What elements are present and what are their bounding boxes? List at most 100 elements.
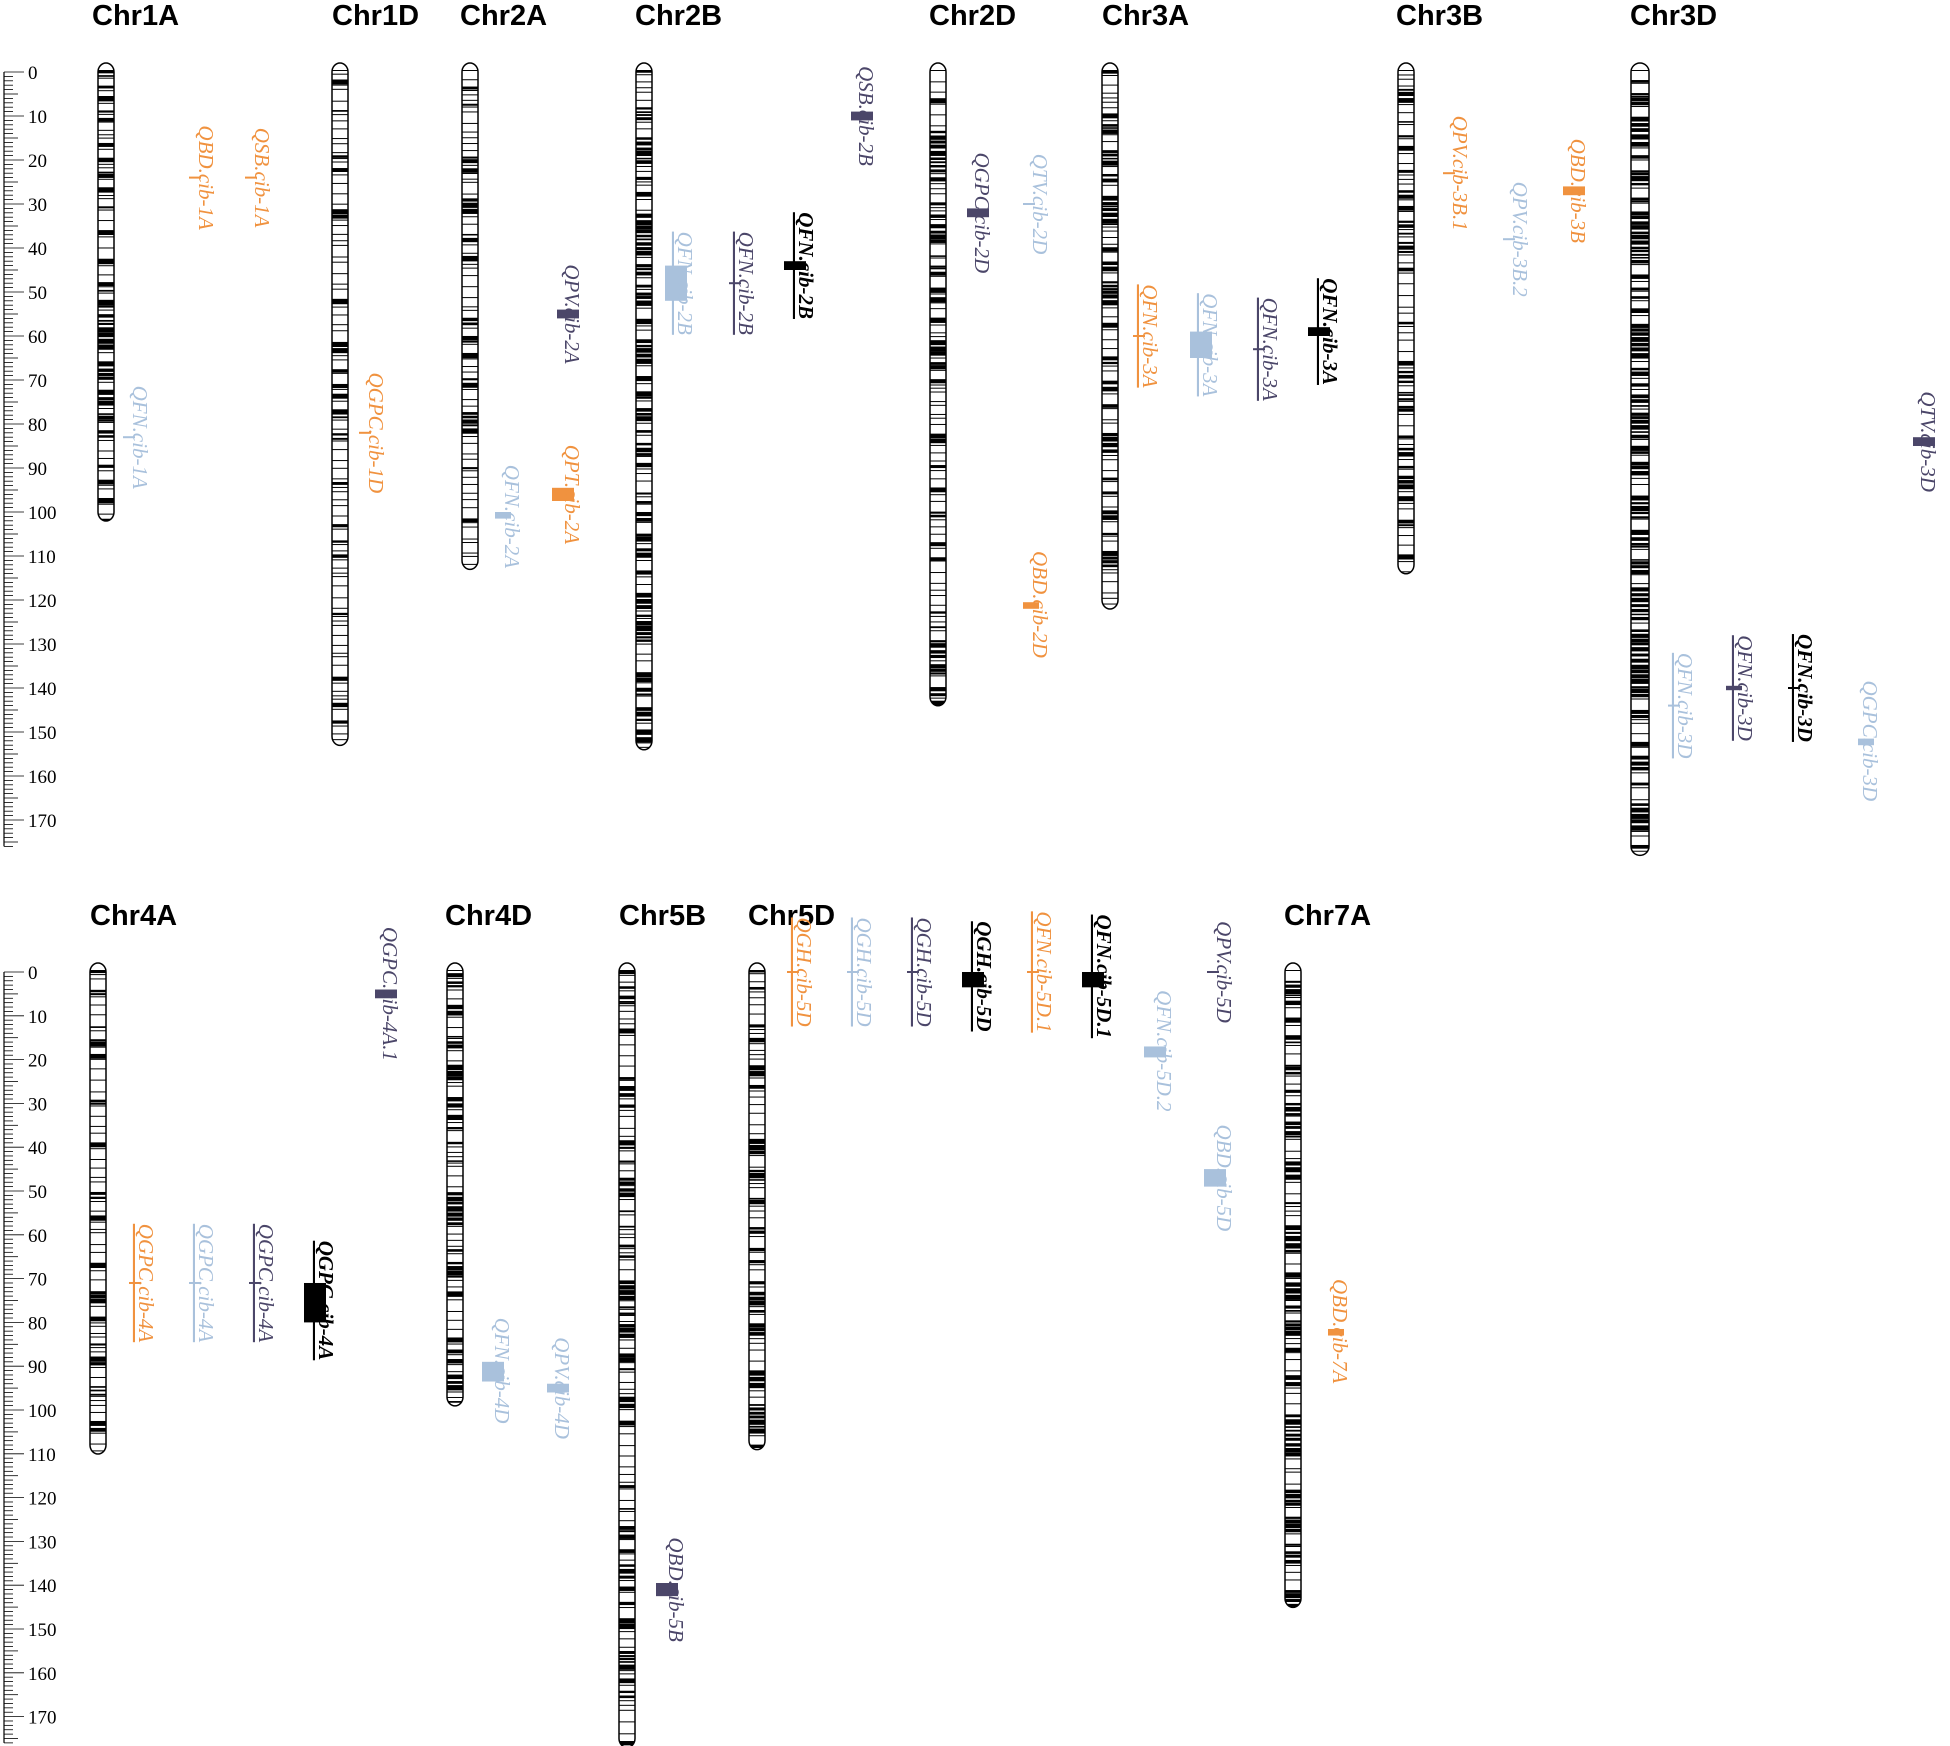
qtl-qgh-cib-5d-orange: QGH.cib-5D	[787, 917, 816, 1027]
marker-band	[1631, 516, 1649, 519]
marker-band	[636, 383, 652, 385]
qtl-label: QFN.cib-3A	[1258, 298, 1282, 401]
marker-band	[98, 142, 114, 147]
marker-band	[1102, 237, 1118, 239]
qtl-label: QTV.cib-3D	[1916, 391, 1940, 492]
marker-band	[636, 496, 652, 498]
marker-band	[462, 94, 478, 96]
qtl-qgpc-cib-4a-purple: QGPC.cib-4A	[249, 1224, 278, 1342]
marker-band	[1102, 261, 1118, 266]
marker-band	[930, 379, 946, 384]
marker-band	[1631, 746, 1649, 748]
marker-band	[636, 543, 652, 545]
marker-band	[98, 513, 114, 515]
marker-band	[447, 1041, 463, 1044]
marker-band	[1285, 1000, 1301, 1006]
marker-band	[1631, 722, 1649, 724]
marker-band	[1285, 1403, 1301, 1405]
marker-band	[1285, 1161, 1301, 1166]
qtl-qpv-cib-2a-purple: QPV.cib-2A	[557, 264, 584, 364]
marker-band	[90, 1298, 106, 1304]
marker-band	[98, 171, 114, 174]
marker-band	[1398, 443, 1414, 445]
marker-band	[636, 722, 652, 724]
marker-band	[98, 413, 114, 415]
marker-band	[930, 514, 946, 518]
scale-tick-label: 60	[28, 327, 47, 348]
marker-band	[749, 1328, 765, 1332]
marker-band	[749, 1183, 765, 1185]
marker-band	[930, 150, 946, 156]
marker-band	[462, 198, 478, 202]
marker-band	[462, 99, 478, 101]
chromosome-name-chr2b: Chr2B	[635, 0, 722, 32]
marker-band	[1631, 693, 1649, 698]
marker-band	[636, 442, 652, 446]
marker-bands	[1102, 70, 1118, 605]
marker-band	[636, 391, 652, 397]
marker-band	[447, 1141, 463, 1145]
qtl-interval-bar	[1563, 186, 1585, 196]
marker-band	[90, 1201, 106, 1203]
marker-band	[1102, 294, 1118, 299]
marker-band	[749, 1260, 765, 1264]
marker-band	[1631, 97, 1649, 102]
marker-band	[447, 1050, 463, 1052]
marker-band	[1631, 315, 1649, 317]
marker-band	[1631, 93, 1649, 96]
marker-band	[1398, 169, 1414, 173]
marker-band	[636, 559, 652, 561]
marker-band	[619, 1684, 635, 1686]
marker-band	[1102, 515, 1118, 520]
chromosome-name-chr3b: Chr3B	[1396, 0, 1483, 32]
marker-band	[1631, 215, 1649, 220]
marker-band	[619, 1248, 635, 1250]
marker-band	[636, 729, 652, 735]
marker-band	[1285, 1347, 1301, 1353]
marker-band	[1398, 452, 1414, 457]
marker-band	[1631, 290, 1649, 292]
marker-band	[636, 229, 652, 234]
qtl-interval-bar	[547, 1383, 569, 1393]
marker-band	[636, 165, 652, 167]
qtl-interval-bar	[1858, 738, 1874, 746]
qtl-qfn-cib-5d-1-black: QFN.cib-5D.1	[1082, 915, 1116, 1038]
marker-band	[749, 1296, 765, 1301]
marker-band	[447, 1286, 463, 1288]
marker-band	[98, 407, 114, 409]
marker-band	[619, 1255, 635, 1258]
marker-band	[90, 1158, 106, 1160]
marker-band	[447, 1217, 463, 1221]
marker-band	[1631, 231, 1649, 235]
marker-band	[1398, 224, 1414, 228]
marker-band	[619, 1539, 635, 1541]
marker-band	[90, 1068, 106, 1070]
marker-band	[1398, 519, 1414, 524]
marker-band	[1398, 194, 1414, 199]
chromosome-outline	[929, 62, 947, 707]
marker-band	[1285, 1443, 1301, 1447]
marker-band	[636, 396, 652, 399]
qtl-interval-bar	[967, 208, 989, 218]
qtl-label: QPV.cib-2A	[560, 264, 584, 364]
marker-band	[930, 144, 946, 149]
marker-band	[1631, 101, 1649, 106]
marker-band	[90, 1351, 106, 1353]
marker-band	[90, 1386, 106, 1388]
marker-band	[930, 687, 946, 692]
marker-band	[636, 621, 652, 626]
marker-band	[332, 273, 348, 275]
marker-band	[332, 138, 348, 140]
marker-band	[619, 1445, 635, 1447]
scale-tick-label: 80	[28, 1313, 47, 1334]
marker-band	[619, 1393, 635, 1395]
marker-band	[98, 157, 114, 163]
marker-band	[1102, 556, 1118, 560]
marker-band	[98, 117, 114, 122]
marker-band	[332, 460, 348, 462]
marker-band	[1102, 356, 1118, 361]
marker-band	[332, 652, 348, 654]
marker-band	[1285, 989, 1301, 995]
marker-band	[332, 698, 348, 700]
qtl-qpv-cib-5d-purple: QPV.cib-5D	[1207, 921, 1236, 1023]
